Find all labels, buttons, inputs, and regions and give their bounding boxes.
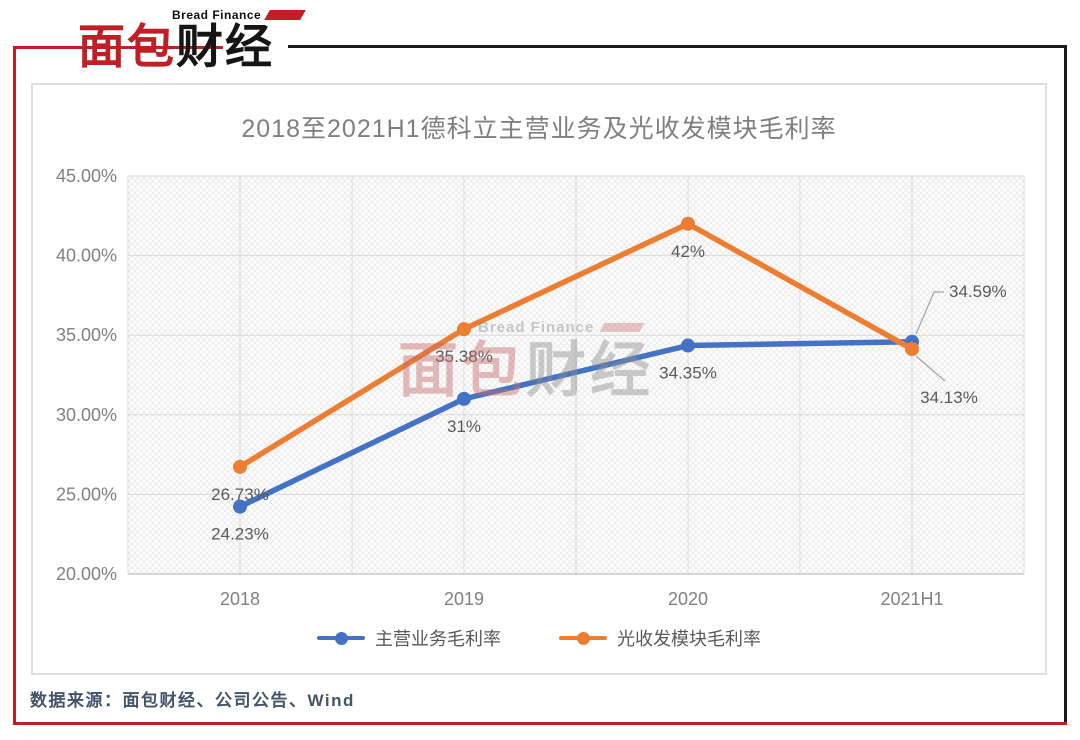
y-axis-tick-label: 25.00% — [56, 484, 117, 504]
data-source-note: 数据来源：面包财经、公司公告、Wind — [30, 691, 355, 710]
data-label: 31% — [447, 417, 481, 436]
data-label: 35.38% — [435, 347, 493, 366]
data-point — [681, 338, 695, 353]
legend-dot-icon — [334, 631, 348, 645]
data-point — [233, 499, 247, 514]
bread-finance-logo: Bread Finance 面包财经 — [78, 8, 307, 73]
series-line — [237, 221, 915, 470]
frame-top-left-red-line — [13, 46, 223, 49]
data-point — [233, 459, 247, 474]
frame-bottom-red-line — [13, 722, 1067, 725]
series-line — [237, 338, 915, 510]
logo-chinese-red: 面包 — [78, 20, 176, 73]
legend-line-marker-icon — [317, 631, 365, 645]
logo-chinese-black: 财经 — [176, 20, 274, 73]
x-axis-tick-label: 2020 — [668, 589, 708, 609]
data-point — [457, 322, 471, 337]
chart-card: 2018至2021H1德科立主营业务及光收发模块毛利率 20.00% 25.00%… — [31, 83, 1047, 675]
data-label: 26.73% — [211, 485, 269, 504]
legend-dot-icon — [576, 631, 590, 645]
x-axis-tick-label: 2021H1 — [880, 589, 943, 609]
frame-left-red-line — [13, 47, 16, 725]
y-axis-tick-label: 20.00% — [56, 564, 117, 584]
legend-label: 光收发模块毛利率 — [617, 629, 761, 649]
y-axis-tick-label: 35.00% — [56, 325, 117, 345]
chart-title: 2018至2021H1德科立主营业务及光收发模块毛利率 — [241, 115, 837, 143]
label-leader-line — [915, 291, 944, 335]
logo-english-text: Bread Finance — [172, 8, 262, 22]
x-axis-tick-label: 2019 — [444, 589, 484, 609]
data-label: 42% — [671, 242, 705, 261]
y-axis-tick-label: 45.00% — [56, 166, 117, 186]
data-point — [905, 342, 919, 357]
line-chart: 20.00% 25.00% 30.00% 35.00% 40.00% 45.00% 2018… — [56, 166, 1025, 609]
frame-top-right-black-line — [288, 45, 1067, 48]
logo-flag-icon — [264, 10, 307, 20]
legend-line-marker-icon — [559, 631, 607, 645]
data-label: 24.23% — [211, 525, 269, 544]
data-point — [681, 216, 695, 231]
legend-item: 光收发模块毛利率 — [559, 625, 761, 651]
label-leader-line — [915, 355, 946, 382]
legend-label: 主营业务毛利率 — [375, 629, 501, 649]
data-point — [457, 391, 471, 406]
data-label: 34.13% — [920, 388, 978, 407]
y-axis-tick-label: 40.00% — [56, 246, 117, 266]
x-axis-tick-label: 2018 — [220, 589, 260, 609]
chart-legend: 主营业务毛利率 光收发模块毛利率 — [33, 625, 1045, 651]
frame-right-black-line — [1064, 45, 1067, 724]
y-axis-tick-label: 30.00% — [56, 405, 117, 425]
legend-item: 主营业务毛利率 — [317, 625, 501, 651]
data-label: 34.35% — [659, 364, 717, 383]
data-label: 34.59% — [949, 282, 1007, 301]
